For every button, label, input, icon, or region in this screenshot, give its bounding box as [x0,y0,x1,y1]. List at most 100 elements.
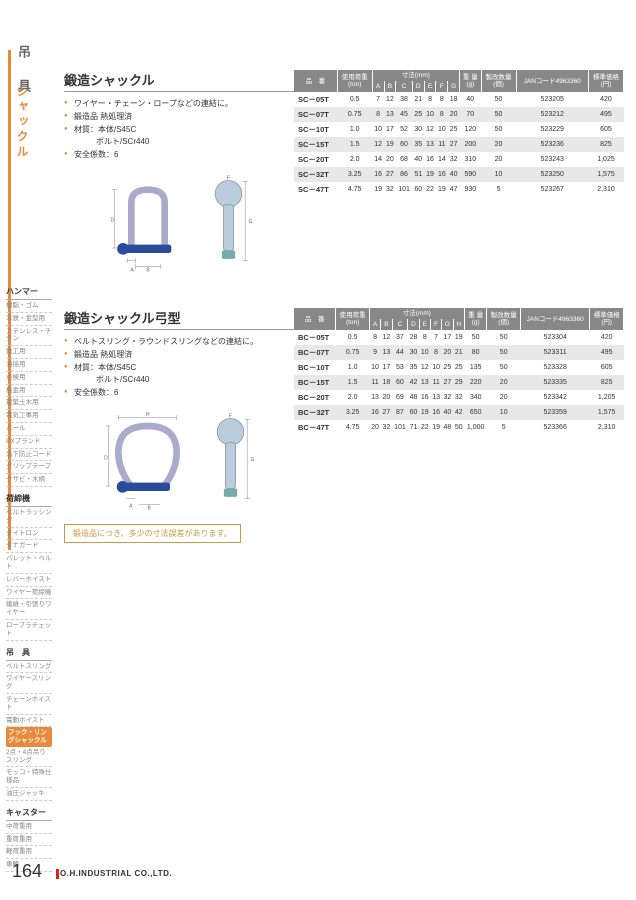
table-header: 使用荷重(ton) [336,308,370,330]
table-cell: 87 [392,405,408,420]
table-row: BC－20T2.01320694816133232340205233421,20… [294,390,624,405]
side-nav-item[interactable]: 重荷重用 [6,834,52,847]
bullet-item: ワイヤー・チェーン・ロープなどの連結に。 [64,98,294,111]
side-nav-item[interactable]: 建築土木用 [6,397,52,410]
side-nav-item[interactable]: グリップテープ [6,461,52,474]
table-cell: 13 [430,390,441,405]
table-row: SC－05T0.5712382188184050523205420 [294,92,624,107]
table-cell: 21 [412,92,424,107]
table-cell: 523236 [516,137,588,152]
side-nav-item[interactable]: 繊維・引張りワイヤー [6,599,52,620]
table-header: G [442,319,453,330]
table-cell: 32 [448,152,460,167]
side-nav-item[interactable]: 中荷重用 [6,821,52,834]
side-nav-item[interactable]: ロープラチェット [6,620,52,641]
side-nav-item[interactable]: ステンレス・チタン [6,326,52,347]
table-header: C [396,81,413,92]
table-row: SC－07T0.758134525108207050523212495 [294,107,624,122]
table-cell: 523304 [520,330,589,345]
table-cell: 47 [448,182,460,197]
side-nav-item[interactable]: モッコ・特殊仕様品 [6,767,52,788]
table-header: E [419,319,430,330]
side-nav-item[interactable]: 電動ホイスト [6,715,52,728]
table-cell: 8 [419,330,430,345]
side-nav-item[interactable]: クサビ・木柄 [6,474,52,487]
table-cell: 52 [396,122,413,137]
table-cell: 12 [419,360,430,375]
table-cell: 27 [448,137,460,152]
table-cell: 13 [369,390,380,405]
table-cell: 11 [369,375,380,390]
table-cell: BC－20T [294,390,336,405]
table-cell: 48 [442,420,453,435]
table-cell: 30 [408,345,419,360]
side-nav-item[interactable]: 板金用 [6,385,52,398]
main-content: 鍛造シャックルワイヤー・チェーン・ロープなどの連結に。鍛造品 熱処理済材質：本体… [64,70,624,573]
side-nav-item[interactable]: PXブランド [6,436,52,449]
table-cell: 495 [590,345,624,360]
table-cell: 2.0 [336,390,370,405]
table-cell: 8 [436,92,448,107]
side-nav-item[interactable]: ワイヤースリング [6,673,52,694]
table-row: SC－15T1.51219603513112720020523236825 [294,137,624,152]
side-nav-item[interactable]: バール [6,423,52,436]
side-nav-item[interactable]: タイトロン [6,528,52,541]
side-nav-item[interactable]: ベルトスリング [6,661,52,674]
table-cell: 17 [381,360,392,375]
side-nav-item[interactable]: 落下防止コード [6,449,52,462]
product-diagram: A B D G F [64,168,294,278]
table-header: H [453,319,464,330]
svg-text:G: G [251,457,255,463]
side-nav-item[interactable]: 溶接用 [6,359,52,372]
table-row: BC－32T3.251627876019164042650105233591,5… [294,405,624,420]
table-row: BC－07T0.75913443010820218050523311495 [294,345,624,360]
side-nav-item[interactable]: フック・リングシャックル [6,727,52,747]
footer-accent [56,869,59,879]
table-cell: 60 [396,137,413,152]
table-cell: 12 [372,137,384,152]
bullet-item: ボルト/SCr440 [64,374,294,387]
table-cell: 40 [448,167,460,182]
table-cell: 2,310 [588,182,623,197]
table-cell: 50 [464,330,487,345]
bullet-item: 安全係数：6 [64,387,294,400]
side-nav-item[interactable]: 非鉄・金型用 [6,313,52,326]
side-nav-item[interactable]: 鉄工用 [6,346,52,359]
side-nav-item[interactable]: タナガード [6,540,52,553]
table-cell: 45 [396,107,413,122]
table-header: B [384,81,396,92]
side-nav-item[interactable]: ベルトラッシング [6,507,52,528]
table-cell: 13 [381,345,392,360]
table-cell: 50 [453,420,464,435]
side-nav-item[interactable]: 2点・4点吊りスリング [6,747,52,768]
side-nav-item[interactable]: パレット・ベルト [6,553,52,574]
table-cell: 50 [487,345,521,360]
table-cell: 10 [424,107,436,122]
table-cell: 68 [396,152,413,167]
table-header: JANコード4963360 [520,308,589,330]
side-nav-item[interactable]: 点検用 [6,372,52,385]
table-header: 重 量(g) [460,70,481,92]
side-nav-item[interactable]: 樹脂・ゴム [6,300,52,313]
table-cell: 18 [381,375,392,390]
table-cell: 69 [392,390,408,405]
side-nav-item[interactable]: ワイヤー荷締機 [6,587,52,600]
side-nav-item[interactable]: レバーホイスト [6,574,52,587]
product-title: 鍛造シャックル弓型 [64,308,294,330]
table-cell: 8 [436,107,448,122]
table-cell: 32 [381,420,392,435]
table-cell: 27 [381,405,392,420]
table-cell: SC－07T [294,107,337,122]
subcategory-title: シャックル [14,85,31,160]
table-cell: 12 [381,330,392,345]
side-nav-item[interactable]: チェーンホイスト [6,694,52,715]
table-cell: 825 [588,137,623,152]
table-cell: 18 [448,92,460,107]
table-cell: 1,000 [464,420,487,435]
side-nav-item[interactable]: 軽荷重用 [6,846,52,859]
side-nav-item[interactable]: 電気工事用 [6,410,52,423]
table-cell: BC－05T [294,330,336,345]
table-cell: 60 [408,405,419,420]
table-cell: 1,575 [590,405,624,420]
side-nav-item[interactable]: 油圧ジャッキ [6,788,52,801]
